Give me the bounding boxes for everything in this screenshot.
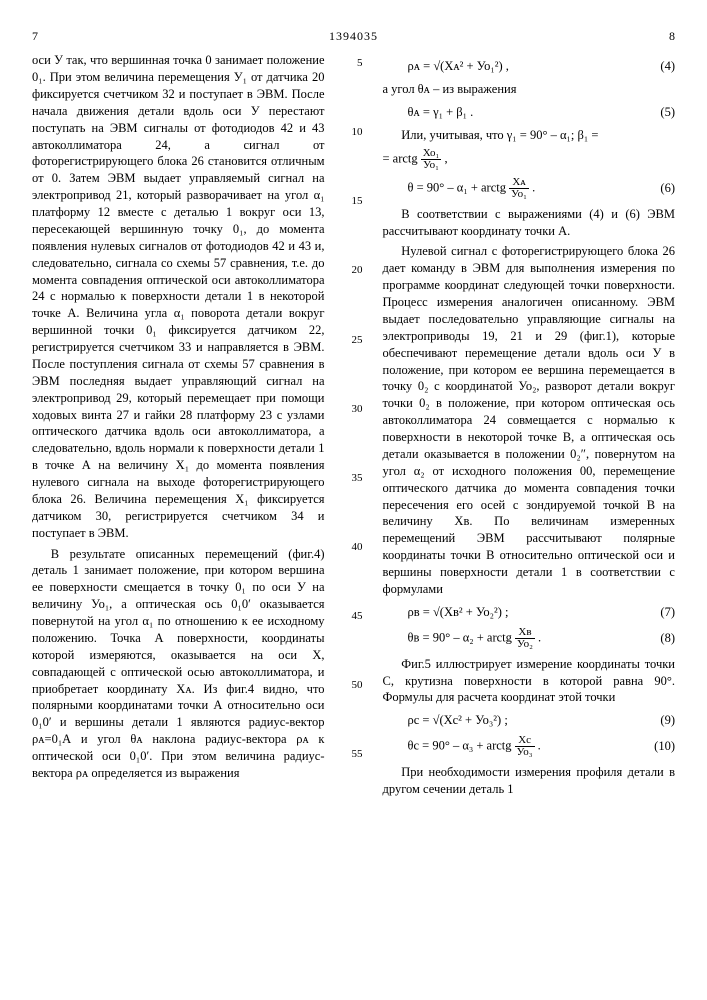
formula-8: θв = 90° – α₂ + arctg ХвУо₂ . (8)	[408, 627, 676, 650]
line-numbers: 5 10 15 20 25 30 35 40 45 50 55	[345, 52, 363, 802]
fraction: Хо₁Уо₁	[421, 148, 442, 171]
formula-expr: θ = 90° – α₁ + arctg ХᴀУо₁ .	[408, 177, 636, 200]
line-mark: 5	[345, 56, 363, 71]
line-mark: 45	[345, 609, 363, 624]
line-mark: 25	[345, 333, 363, 348]
inline-text: = arctg	[383, 151, 421, 165]
fraction: ХвУо₂	[515, 627, 535, 650]
line-mark: 35	[345, 471, 363, 486]
right-para-4a: Или, учитывая, что γ₁ = 90° – α₁; β₁ =	[383, 127, 676, 144]
left-para-2: В результате описанных перемещений (фиг.…	[32, 546, 325, 782]
page-header: 7 1394035 8	[32, 28, 675, 44]
formula-num: (9)	[635, 712, 675, 729]
left-para-1: оси У так, что вершинная точка 0 занимае…	[32, 52, 325, 541]
formula-expr: ρв = √(Хв² + Уо₂²) ;	[408, 604, 636, 621]
formula-expr: θс = 90° – α₃ + arctg ХсУо₃ .	[408, 735, 636, 758]
right-column: ρᴀ = √(Хᴀ² + Уо₁²) , (4) а угол θᴀ – из …	[383, 52, 676, 802]
left-column: оси У так, что вершинная точка 0 занимае…	[32, 52, 325, 802]
line-mark: 15	[345, 194, 363, 209]
formula-10: θс = 90° – α₃ + arctg ХсУо₃ . (10)	[408, 735, 676, 758]
formula-num: (5)	[635, 104, 675, 121]
formula-num: (4)	[635, 58, 675, 75]
line-mark: 55	[345, 747, 363, 762]
line-mark: 50	[345, 678, 363, 693]
fraction: ХᴀУо₁	[509, 177, 529, 200]
line-mark: 30	[345, 402, 363, 417]
page-right: 8	[645, 28, 675, 44]
line-mark: 40	[345, 540, 363, 555]
line-mark: 20	[345, 263, 363, 278]
fraction: ХсУо₃	[515, 735, 535, 758]
formula-9: ρс = √(Хс² + Уо₃²) ; (9)	[408, 712, 676, 729]
right-para-6: Нулевой сигнал с фоторегистрирующего бло…	[383, 243, 676, 597]
formula-expr: θв = 90° – α₂ + arctg ХвУо₂ .	[408, 627, 636, 650]
doc-number: 1394035	[62, 28, 645, 44]
right-para-5: В соответствии с выражениями (4) и (6) Э…	[383, 206, 676, 240]
formula-num: (8)	[635, 630, 675, 647]
line-mark: 10	[345, 125, 363, 140]
formula-7: ρв = √(Хв² + Уо₂²) ; (7)	[408, 604, 676, 621]
right-para-4b: = arctg Хо₁Уо₁ ,	[383, 148, 676, 171]
formula-5: θᴀ = γ₁ + β₁ . (5)	[408, 104, 676, 121]
right-para-7: Фиг.5 иллюстрирует измерение координаты …	[383, 656, 676, 707]
right-para-8: При необходимости измерения профиля дета…	[383, 764, 676, 798]
inline-text: Или, учитывая, что γ₁ = 90° – α₁; β₁ =	[401, 128, 598, 142]
text-columns: оси У так, что вершинная точка 0 занимае…	[32, 52, 675, 802]
formula-num: (6)	[635, 180, 675, 197]
right-para-3: а угол θᴀ – из выражения	[383, 81, 676, 98]
formula-expr: θᴀ = γ₁ + β₁ .	[408, 104, 636, 121]
formula-expr: ρᴀ = √(Хᴀ² + Уо₁²) ,	[408, 58, 636, 75]
page-left: 7	[32, 28, 62, 44]
formula-num: (10)	[635, 738, 675, 755]
formula-6: θ = 90° – α₁ + arctg ХᴀУо₁ . (6)	[408, 177, 676, 200]
inline-text: ,	[445, 151, 448, 165]
formula-4: ρᴀ = √(Хᴀ² + Уо₁²) , (4)	[408, 58, 676, 75]
formula-num: (7)	[635, 604, 675, 621]
formula-expr: ρс = √(Хс² + Уо₃²) ;	[408, 712, 636, 729]
